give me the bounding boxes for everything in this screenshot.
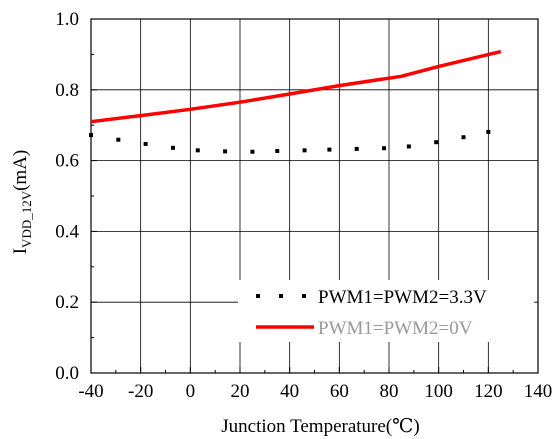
data-point bbox=[195, 148, 200, 153]
data-point bbox=[116, 137, 121, 142]
legend-background bbox=[238, 280, 534, 342]
data-point bbox=[250, 149, 255, 154]
x-tick-label: 120 bbox=[474, 381, 503, 402]
data-point bbox=[302, 148, 307, 153]
x-tick-label: 140 bbox=[524, 381, 553, 402]
y-tick-label: 0.2 bbox=[55, 292, 79, 313]
legend-label: PWM1=PWM2=3.3V bbox=[318, 287, 487, 308]
y-tick-labels: 0.0 0.2 0.4 0.6 0.8 1.0 bbox=[55, 9, 79, 384]
data-point bbox=[354, 146, 359, 151]
x-tick-label: -20 bbox=[128, 381, 153, 402]
x-tick-labels: -40 -20 0 20 40 60 80 100 120 140 bbox=[78, 381, 552, 402]
x-axis-title: Junction Temperature(℃) bbox=[221, 416, 419, 437]
legend-marker bbox=[256, 294, 260, 298]
data-point bbox=[89, 133, 93, 138]
y-tick-label: 0.0 bbox=[55, 363, 79, 384]
data-point bbox=[327, 147, 332, 152]
y-tick-label: 0.6 bbox=[55, 151, 79, 172]
y-tick-label: 0.4 bbox=[55, 221, 79, 242]
x-tick-label: 60 bbox=[330, 381, 349, 402]
y-axis-title-unit: (mA) bbox=[10, 150, 31, 191]
data-point bbox=[275, 149, 280, 154]
x-tick-label: 80 bbox=[380, 381, 399, 402]
x-tick-label: -40 bbox=[78, 381, 103, 402]
y-tick-label: 1.0 bbox=[55, 9, 79, 30]
axis-ticks bbox=[90, 18, 539, 374]
data-point bbox=[461, 135, 466, 140]
data-point bbox=[406, 144, 411, 149]
legend-label: PWM1=PWM2=0V bbox=[318, 318, 473, 339]
y-tick-label: 0.8 bbox=[55, 80, 79, 101]
data-point bbox=[223, 149, 228, 154]
data-point bbox=[382, 146, 387, 151]
y-axis-title-subscript: VDD_12V bbox=[19, 190, 34, 248]
series-line bbox=[90, 49, 502, 124]
data-point bbox=[143, 141, 148, 146]
x-tick-label: 20 bbox=[231, 381, 250, 402]
y-axis-title: IVDD_12V(mA) bbox=[10, 150, 34, 255]
y-axis-title-main: I bbox=[10, 248, 31, 254]
legend-marker bbox=[302, 294, 306, 298]
x-tick-label: 0 bbox=[186, 381, 196, 402]
data-point bbox=[170, 145, 175, 150]
series-layer bbox=[89, 49, 502, 154]
legend-marker bbox=[279, 294, 283, 298]
data-point bbox=[486, 129, 491, 134]
data-point bbox=[434, 140, 439, 145]
x-tick-label: 40 bbox=[280, 381, 299, 402]
x-tick-label: 100 bbox=[424, 381, 453, 402]
legend: PWM1=PWM2=3.3V PWM1=PWM2=0V bbox=[238, 280, 534, 342]
